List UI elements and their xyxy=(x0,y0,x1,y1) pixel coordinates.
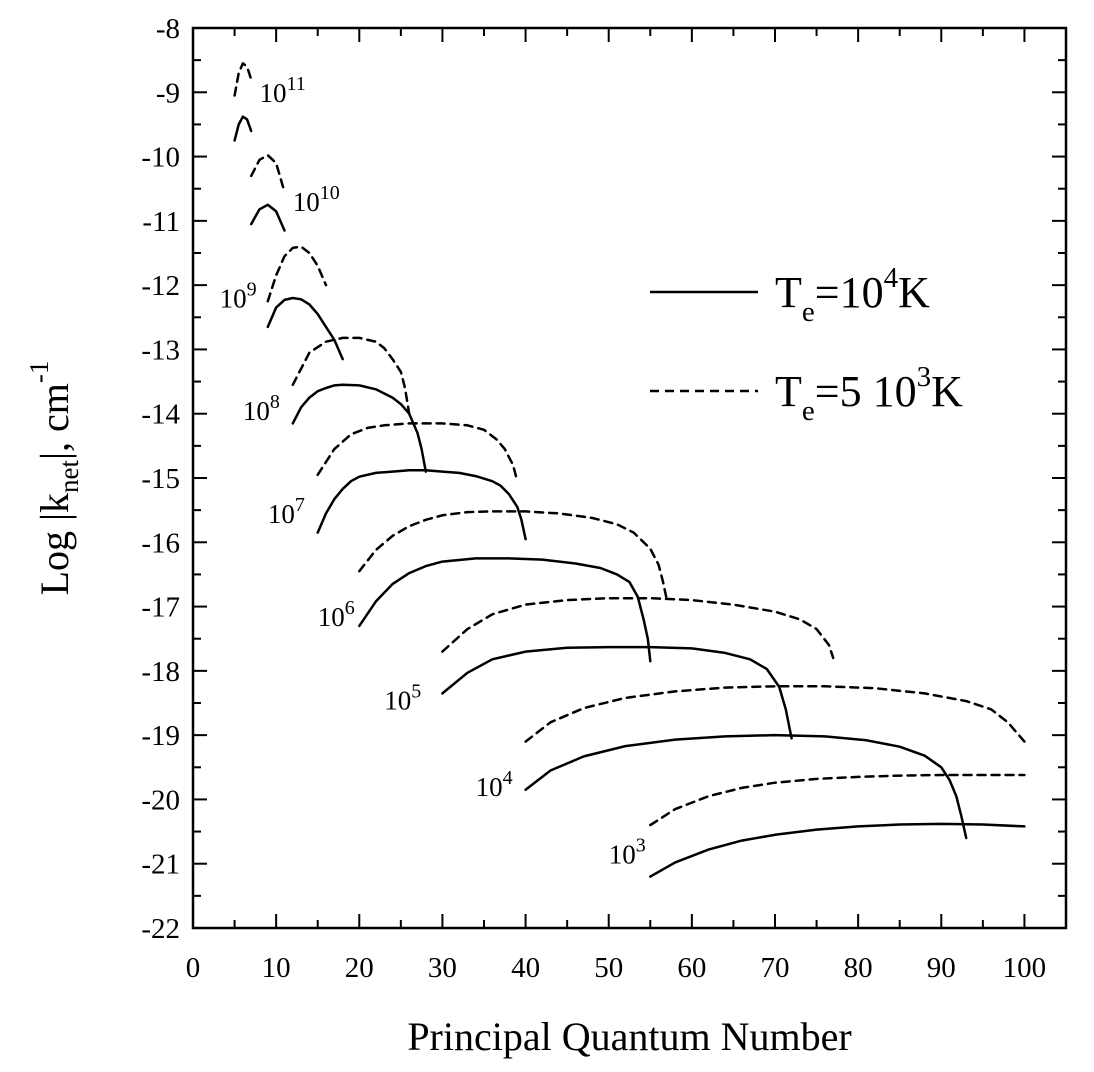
curve-label-base: 10 xyxy=(476,772,503,802)
y-axis-title-subscript: net xyxy=(54,459,84,492)
curve-label-exponent: 6 xyxy=(345,597,355,619)
curve-dashed-10e11 xyxy=(233,62,253,97)
x-tick-label: 10 xyxy=(262,952,291,984)
curve-label: 108 xyxy=(243,391,280,426)
curve-dashed-10e5 xyxy=(441,596,835,660)
legend-entry-2-end: K xyxy=(931,367,963,416)
curve-label-base: 10 xyxy=(268,499,295,529)
y-tick-label: -10 xyxy=(141,142,180,174)
y-tick-label: -19 xyxy=(141,720,180,752)
x-tick-label: 90 xyxy=(927,952,956,984)
y-axis-title-superscript: -1 xyxy=(24,361,54,384)
y-tick-label: -8 xyxy=(156,13,180,45)
curve-dashed-10e6 xyxy=(358,510,669,602)
x-tick-label: 0 xyxy=(186,952,201,984)
y-tick-label: -14 xyxy=(141,399,180,431)
x-tick-label: 70 xyxy=(761,952,790,984)
y-tick-label: -17 xyxy=(141,592,180,624)
curve-dashed-10e8 xyxy=(291,336,411,415)
curve-label-exponent: 7 xyxy=(295,494,305,516)
curve-label-exponent: 8 xyxy=(270,391,280,413)
legend-entry-1-base: T xyxy=(775,268,802,317)
legend-entry-2-mid: =5 10 xyxy=(815,367,917,416)
curve-label-exponent: 4 xyxy=(503,767,513,789)
x-tick-label: 20 xyxy=(345,952,374,984)
legend-entry-2-base: T xyxy=(775,367,802,416)
x-tick-label: 60 xyxy=(677,952,706,984)
curve-label-base: 10 xyxy=(220,284,247,314)
curve-solid-10e11 xyxy=(233,115,253,142)
x-axis-title: Principal Quantum Number xyxy=(407,1014,851,1059)
curve-label: 105 xyxy=(384,680,421,715)
y-tick-label: -20 xyxy=(141,784,180,816)
x-tick-label: 50 xyxy=(594,952,623,984)
curve-solid-10e8 xyxy=(291,383,428,473)
curve-label-base: 10 xyxy=(260,78,287,108)
curve-label-base: 10 xyxy=(293,187,320,217)
curves xyxy=(233,62,1026,878)
curve-label-exponent: 3 xyxy=(636,835,646,857)
curve-solid-10e9 xyxy=(266,296,344,361)
curve-label: 109 xyxy=(220,279,257,314)
curve-label: 106 xyxy=(318,597,355,632)
legend-entry-1-sub: e xyxy=(802,296,815,328)
curve-label: 107 xyxy=(268,494,305,529)
curve-solid-10e5 xyxy=(441,645,793,740)
axis-ticks xyxy=(192,27,1067,929)
curve-dashed-10e7 xyxy=(316,422,519,483)
x-tick-label: 40 xyxy=(511,952,540,984)
y-axis-title: Log |knet|, cm-1 xyxy=(24,361,84,596)
y-axis-title-prefix: Log |k xyxy=(32,493,77,595)
curve-label-exponent: 9 xyxy=(247,279,257,301)
y-tick-label: -18 xyxy=(141,656,180,688)
x-tick-label: 30 xyxy=(428,952,457,984)
curve-dashed-10e4 xyxy=(524,685,1026,743)
curve-label-base: 10 xyxy=(318,602,345,632)
x-tick-label: 100 xyxy=(1003,952,1047,984)
legend-entry-1-end: K xyxy=(898,268,930,317)
plot-frame xyxy=(191,26,1068,930)
curve-dashed-10e10 xyxy=(249,154,286,194)
curve-solid-10e6 xyxy=(358,557,652,663)
y-tick-label: -12 xyxy=(141,270,180,302)
curve-label-exponent: 10 xyxy=(320,182,340,204)
legend-entry-1-mid: =10 xyxy=(815,268,884,317)
curve-label: 104 xyxy=(476,767,513,802)
curve-label-exponent: 11 xyxy=(287,73,306,95)
curve-label-base: 10 xyxy=(609,840,636,870)
legend-entry-2-sub: e xyxy=(802,395,815,427)
legend-entry-2: Te=5 103K xyxy=(775,361,963,427)
curve-label: 103 xyxy=(609,835,646,870)
curve-solid-10e4 xyxy=(524,733,968,840)
legend-entry-1-sup: 4 xyxy=(884,262,899,294)
curve-dashed-10e3 xyxy=(649,773,1026,827)
y-axis-title-suffix: |, cm xyxy=(32,383,77,460)
legend-entry-1: Te=104K xyxy=(775,262,930,328)
curve-dashed-10e9 xyxy=(266,245,328,303)
curve-solid-10e10 xyxy=(249,203,286,232)
tick-labels: 0 10 20 30 40 50 60 70 80 90 100 -8 -9 -10 -11 -12 -13 -1… xyxy=(141,13,1046,984)
y-tick-label: -15 xyxy=(141,463,180,495)
y-tick-label: -13 xyxy=(141,334,180,366)
curve-label: 1010 xyxy=(293,182,340,217)
y-tick-label: -22 xyxy=(141,913,180,945)
legend-entry-2-sup: 3 xyxy=(917,361,932,393)
curve-label-base: 10 xyxy=(243,396,270,426)
legend: Te=104K Te=5 103K xyxy=(650,262,963,427)
curve-solid-10e3 xyxy=(649,822,1026,878)
x-tick-label: 80 xyxy=(844,952,873,984)
curve-solid-10e7 xyxy=(316,469,527,541)
curve-label: 1011 xyxy=(260,73,306,108)
y-tick-label: -16 xyxy=(141,527,180,559)
curve-label-base: 10 xyxy=(384,685,411,715)
y-tick-label: -9 xyxy=(156,77,180,109)
curve-label-exponent: 5 xyxy=(411,680,421,702)
y-tick-label: -21 xyxy=(141,849,180,881)
y-tick-label: -11 xyxy=(142,206,180,238)
